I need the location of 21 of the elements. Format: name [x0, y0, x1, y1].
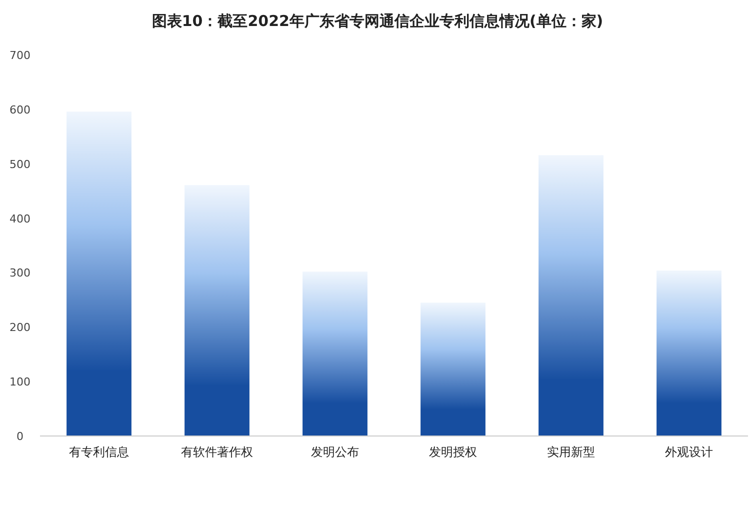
bar	[420, 302, 486, 436]
x-tick-label: 外观设计	[665, 445, 713, 459]
y-tick-label: 300	[10, 266, 30, 280]
y-tick-label: 600	[10, 103, 30, 116]
y-tick-label: 200	[10, 321, 30, 334]
x-tick-label: 发明公布	[311, 445, 359, 459]
y-tick-label: 400	[10, 212, 30, 226]
y-tick-label: 100	[10, 376, 30, 389]
x-tick-label: 有软件著作权	[181, 445, 253, 459]
y-tick-label: 700	[10, 49, 30, 62]
chart-title: 图表10：截至2022年广东省专网通信企业专利信息情况(单位：家)	[152, 12, 604, 30]
bar	[66, 112, 132, 436]
y-tick-label: 500	[10, 158, 30, 171]
x-tick-label: 实用新型	[547, 445, 595, 459]
bar	[302, 272, 368, 436]
bar	[184, 185, 250, 436]
bar	[538, 155, 604, 436]
bar	[656, 270, 722, 436]
x-tick-label: 有专利信息	[69, 445, 129, 459]
x-tick-label: 发明授权	[429, 445, 477, 459]
y-tick-label: 0	[16, 430, 24, 443]
